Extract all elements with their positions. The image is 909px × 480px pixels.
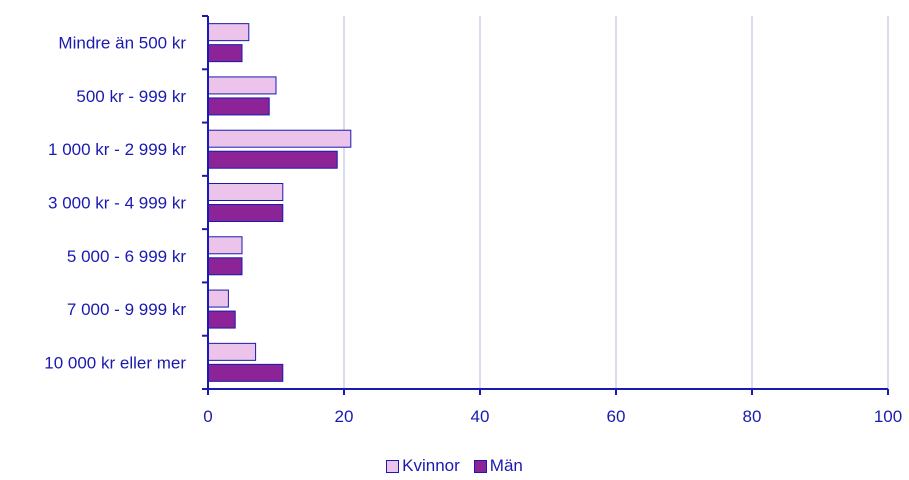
legend-label-kvinnor: Kvinnor bbox=[402, 456, 460, 475]
legend-item-man: Män bbox=[473, 456, 523, 476]
legend-item-kvinnor: Kvinnor bbox=[386, 456, 460, 476]
y-tick-label-5: 7 000 - 9 999 kr bbox=[67, 300, 186, 319]
legend-swatch-man bbox=[473, 459, 487, 473]
x-tick-label-0: 0 bbox=[203, 407, 212, 426]
bar-kvinnor-4 bbox=[207, 236, 243, 255]
x-tick-label-3: 60 bbox=[607, 407, 626, 426]
bar-kvinnor-3 bbox=[207, 183, 284, 201]
x-tick-label-4: 80 bbox=[743, 407, 762, 426]
bar-man-6 bbox=[207, 363, 284, 382]
y-tick-label-2: 1 000 kr - 2 999 kr bbox=[48, 140, 186, 159]
bar-kvinnor-6 bbox=[207, 342, 257, 361]
bar-kvinnor-1 bbox=[207, 76, 277, 95]
x-tick-label-1: 20 bbox=[335, 407, 354, 426]
bar-kvinnor-2 bbox=[207, 129, 352, 148]
legend-label-man: Män bbox=[489, 456, 523, 475]
bar-man-2 bbox=[207, 150, 338, 169]
y-tick-label-0: Mindre än 500 kr bbox=[58, 34, 186, 53]
bar-man-3 bbox=[207, 204, 284, 222]
bar-kvinnor-0 bbox=[207, 23, 250, 42]
y-tick-label-6: 10 000 kr eller mer bbox=[44, 353, 186, 372]
legend-swatch-kvinnor bbox=[386, 459, 400, 473]
bar-man-5 bbox=[207, 310, 236, 329]
x-tick-label-2: 40 bbox=[471, 407, 490, 426]
legend: Kvinnor Män bbox=[0, 456, 909, 476]
y-tick-label-4: 5 000 - 6 999 kr bbox=[67, 247, 186, 266]
bar-man-0 bbox=[207, 44, 243, 63]
y-tick-label-3: 3 000 kr - 4 999 kr bbox=[48, 194, 186, 213]
bar-man-4 bbox=[207, 257, 243, 276]
y-tick-label-1: 500 kr - 999 kr bbox=[76, 87, 186, 106]
x-tick-label-5: 100 bbox=[874, 407, 902, 426]
bar-kvinnor-5 bbox=[207, 289, 229, 308]
bar-man-1 bbox=[207, 97, 270, 116]
